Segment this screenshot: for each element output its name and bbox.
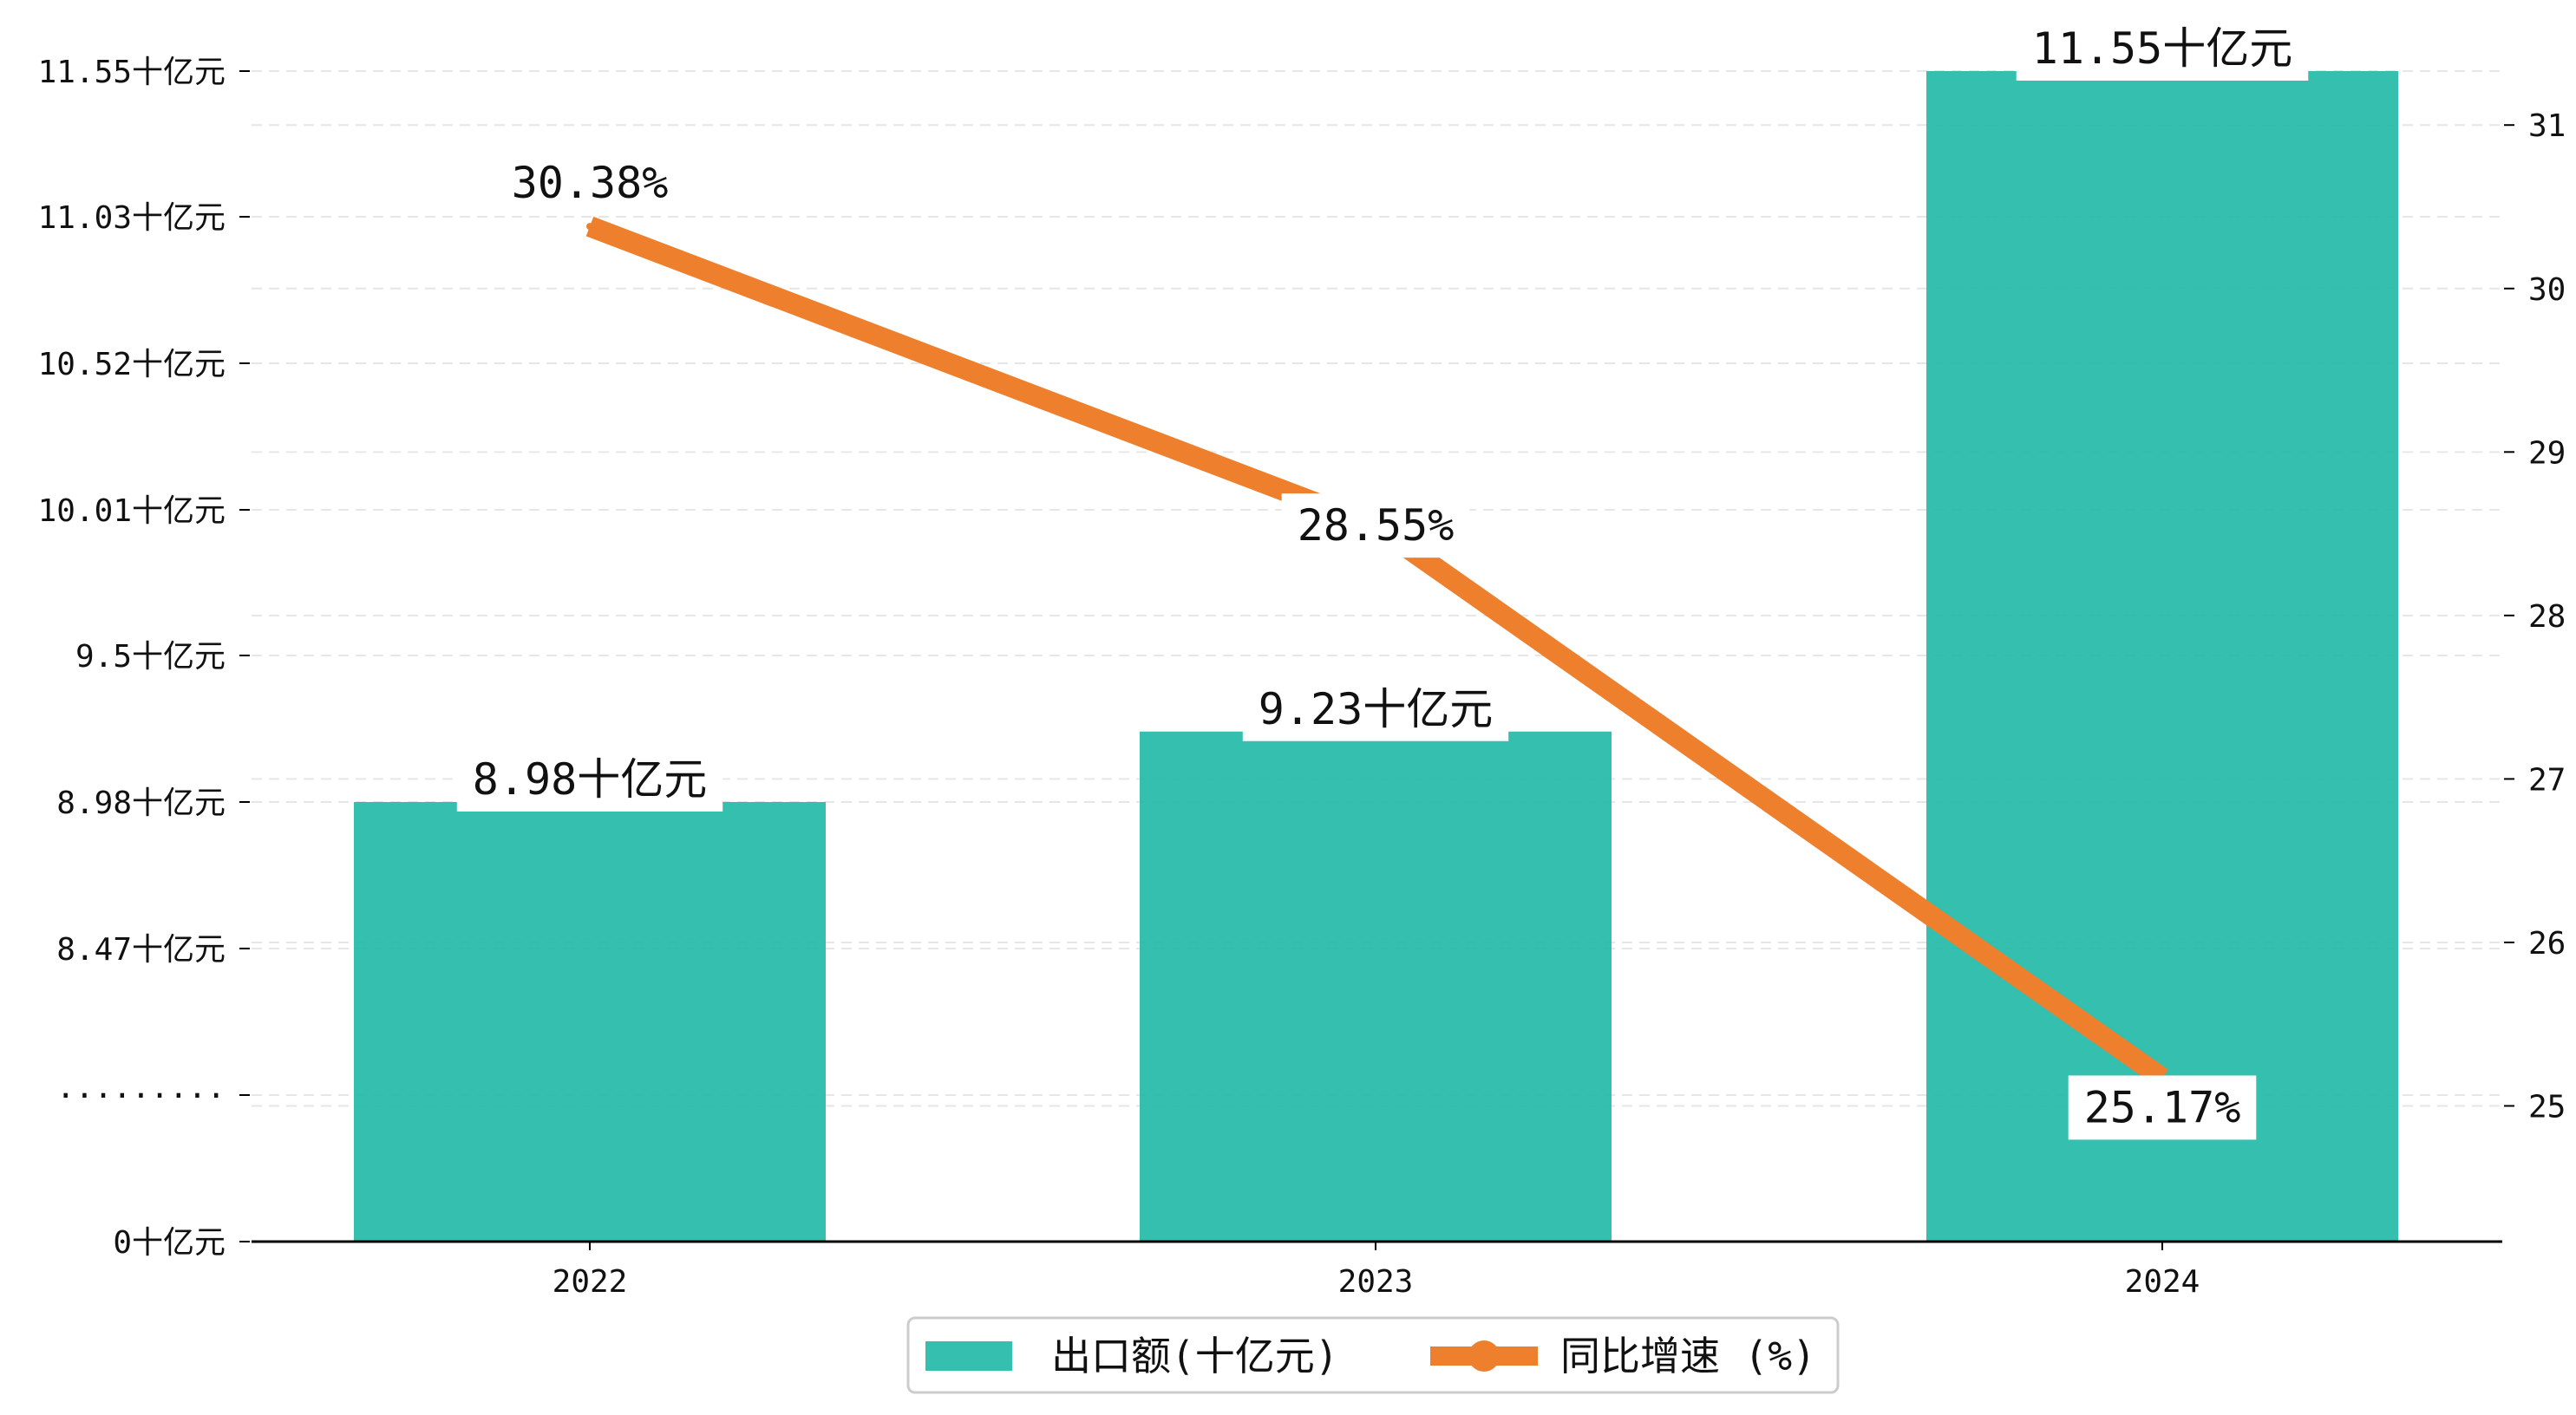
y-left-tick-label: 8.47十亿元 [56,932,226,968]
y-right-tick-label: 30 [2528,272,2566,308]
legend-frame [906,1316,1840,1394]
growth-label-2024-text: 25.17% [2084,1082,2241,1132]
bar-label-2022-box [456,747,723,812]
growth-label-2023-text: 28.55% [1298,500,1455,551]
legend-line-marker [1468,1340,1500,1372]
bar-label-2022-text: 8.98十亿元 [473,754,707,805]
bar-label-2023: 9.23十亿元 [1242,676,1509,741]
x-tick-label: 2023 [1338,1264,1414,1300]
y-left-tick-label: 10.01十亿元 [38,493,226,529]
bar-2023 [1140,731,1612,1242]
y-left-tick-label: 8.98十亿元 [56,786,226,821]
bar-label-2024-text: 11.55十亿元 [2032,23,2293,74]
y-right-tick-label: 29 [2528,435,2566,471]
data-labels: 8.98十亿元 9.23十亿元 11.55十亿元 30.38% 28.55% 25.17% [456,16,2309,1140]
y-right-tick-label: 28 [2528,599,2566,635]
y-left-tick-label: 0十亿元 [113,1225,226,1261]
growth-label-2022-box [495,151,684,216]
bar-2024 [1926,71,2398,1242]
growth-label-2024: 25.17% [2068,1075,2257,1140]
growth-label-2024-box [2068,1075,2257,1140]
y-left-tick-label: 10.52十亿元 [38,347,226,382]
y-right-tick-label: 31 [2528,108,2566,144]
bar-series [354,71,2398,1242]
bar-label-2024-box [2016,16,2309,81]
growth-label-2023: 28.55% [1281,493,1470,558]
bar-label-2022: 8.98十亿元 [456,747,723,812]
y-axis-break-marker: ········· [56,1079,226,1114]
x-tick-label: 2024 [2125,1264,2200,1300]
legend: 出口额(十亿元) 同比增速 (%) [906,1316,1840,1394]
legend-bar-swatch [925,1341,1012,1371]
growth-label-2023-box [1281,493,1470,558]
y-left-tick-label: 9.5十亿元 [75,639,226,675]
bar-2022 [354,802,826,1242]
growth-label-2022: 30.38% [495,151,684,216]
y-left-tick-label: 11.03十亿元 [38,200,226,236]
y-right-tick-label: 27 [2528,762,2566,798]
bar-label-2023-box [1242,676,1509,741]
y-left-tick-label: 11.55十亿元 [38,55,226,90]
legend-line-label: 同比增速 (%) [1560,1333,1816,1379]
legend-bar-label: 出口额(十亿元) [1051,1333,1338,1379]
y-right-tick-label: 25 [2528,1090,2566,1125]
axes: 2022 2023 2024 0十亿元 ········· 8.47十亿元 8.98十亿元 9… [38,55,2566,1300]
bar-label-2024: 11.55十亿元 [2016,16,2309,81]
growth-label-2022-text: 30.38% [512,158,669,208]
growth-point-2022 [586,223,593,231]
bar-label-2023-text: 9.23十亿元 [1259,684,1493,734]
x-tick-label: 2022 [552,1264,628,1300]
y-right-tick-label: 26 [2528,926,2566,962]
